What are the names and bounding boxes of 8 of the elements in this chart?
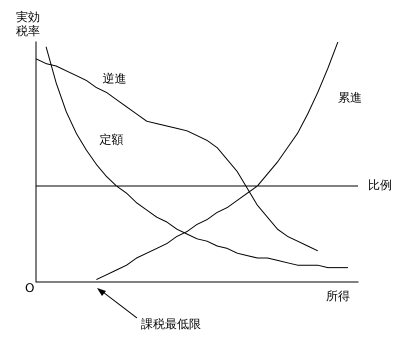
series-label: 定額 [99, 132, 124, 147]
text: O [25, 281, 34, 295]
series-label: 逆進 [102, 72, 126, 86]
text: 課税最低限 [141, 316, 201, 333]
series-label: 比例 [368, 178, 392, 192]
x-axis-title: 所得 [326, 288, 350, 305]
y-axis-title: 実効税率 [16, 10, 41, 38]
series-label: 累進 [338, 90, 362, 105]
